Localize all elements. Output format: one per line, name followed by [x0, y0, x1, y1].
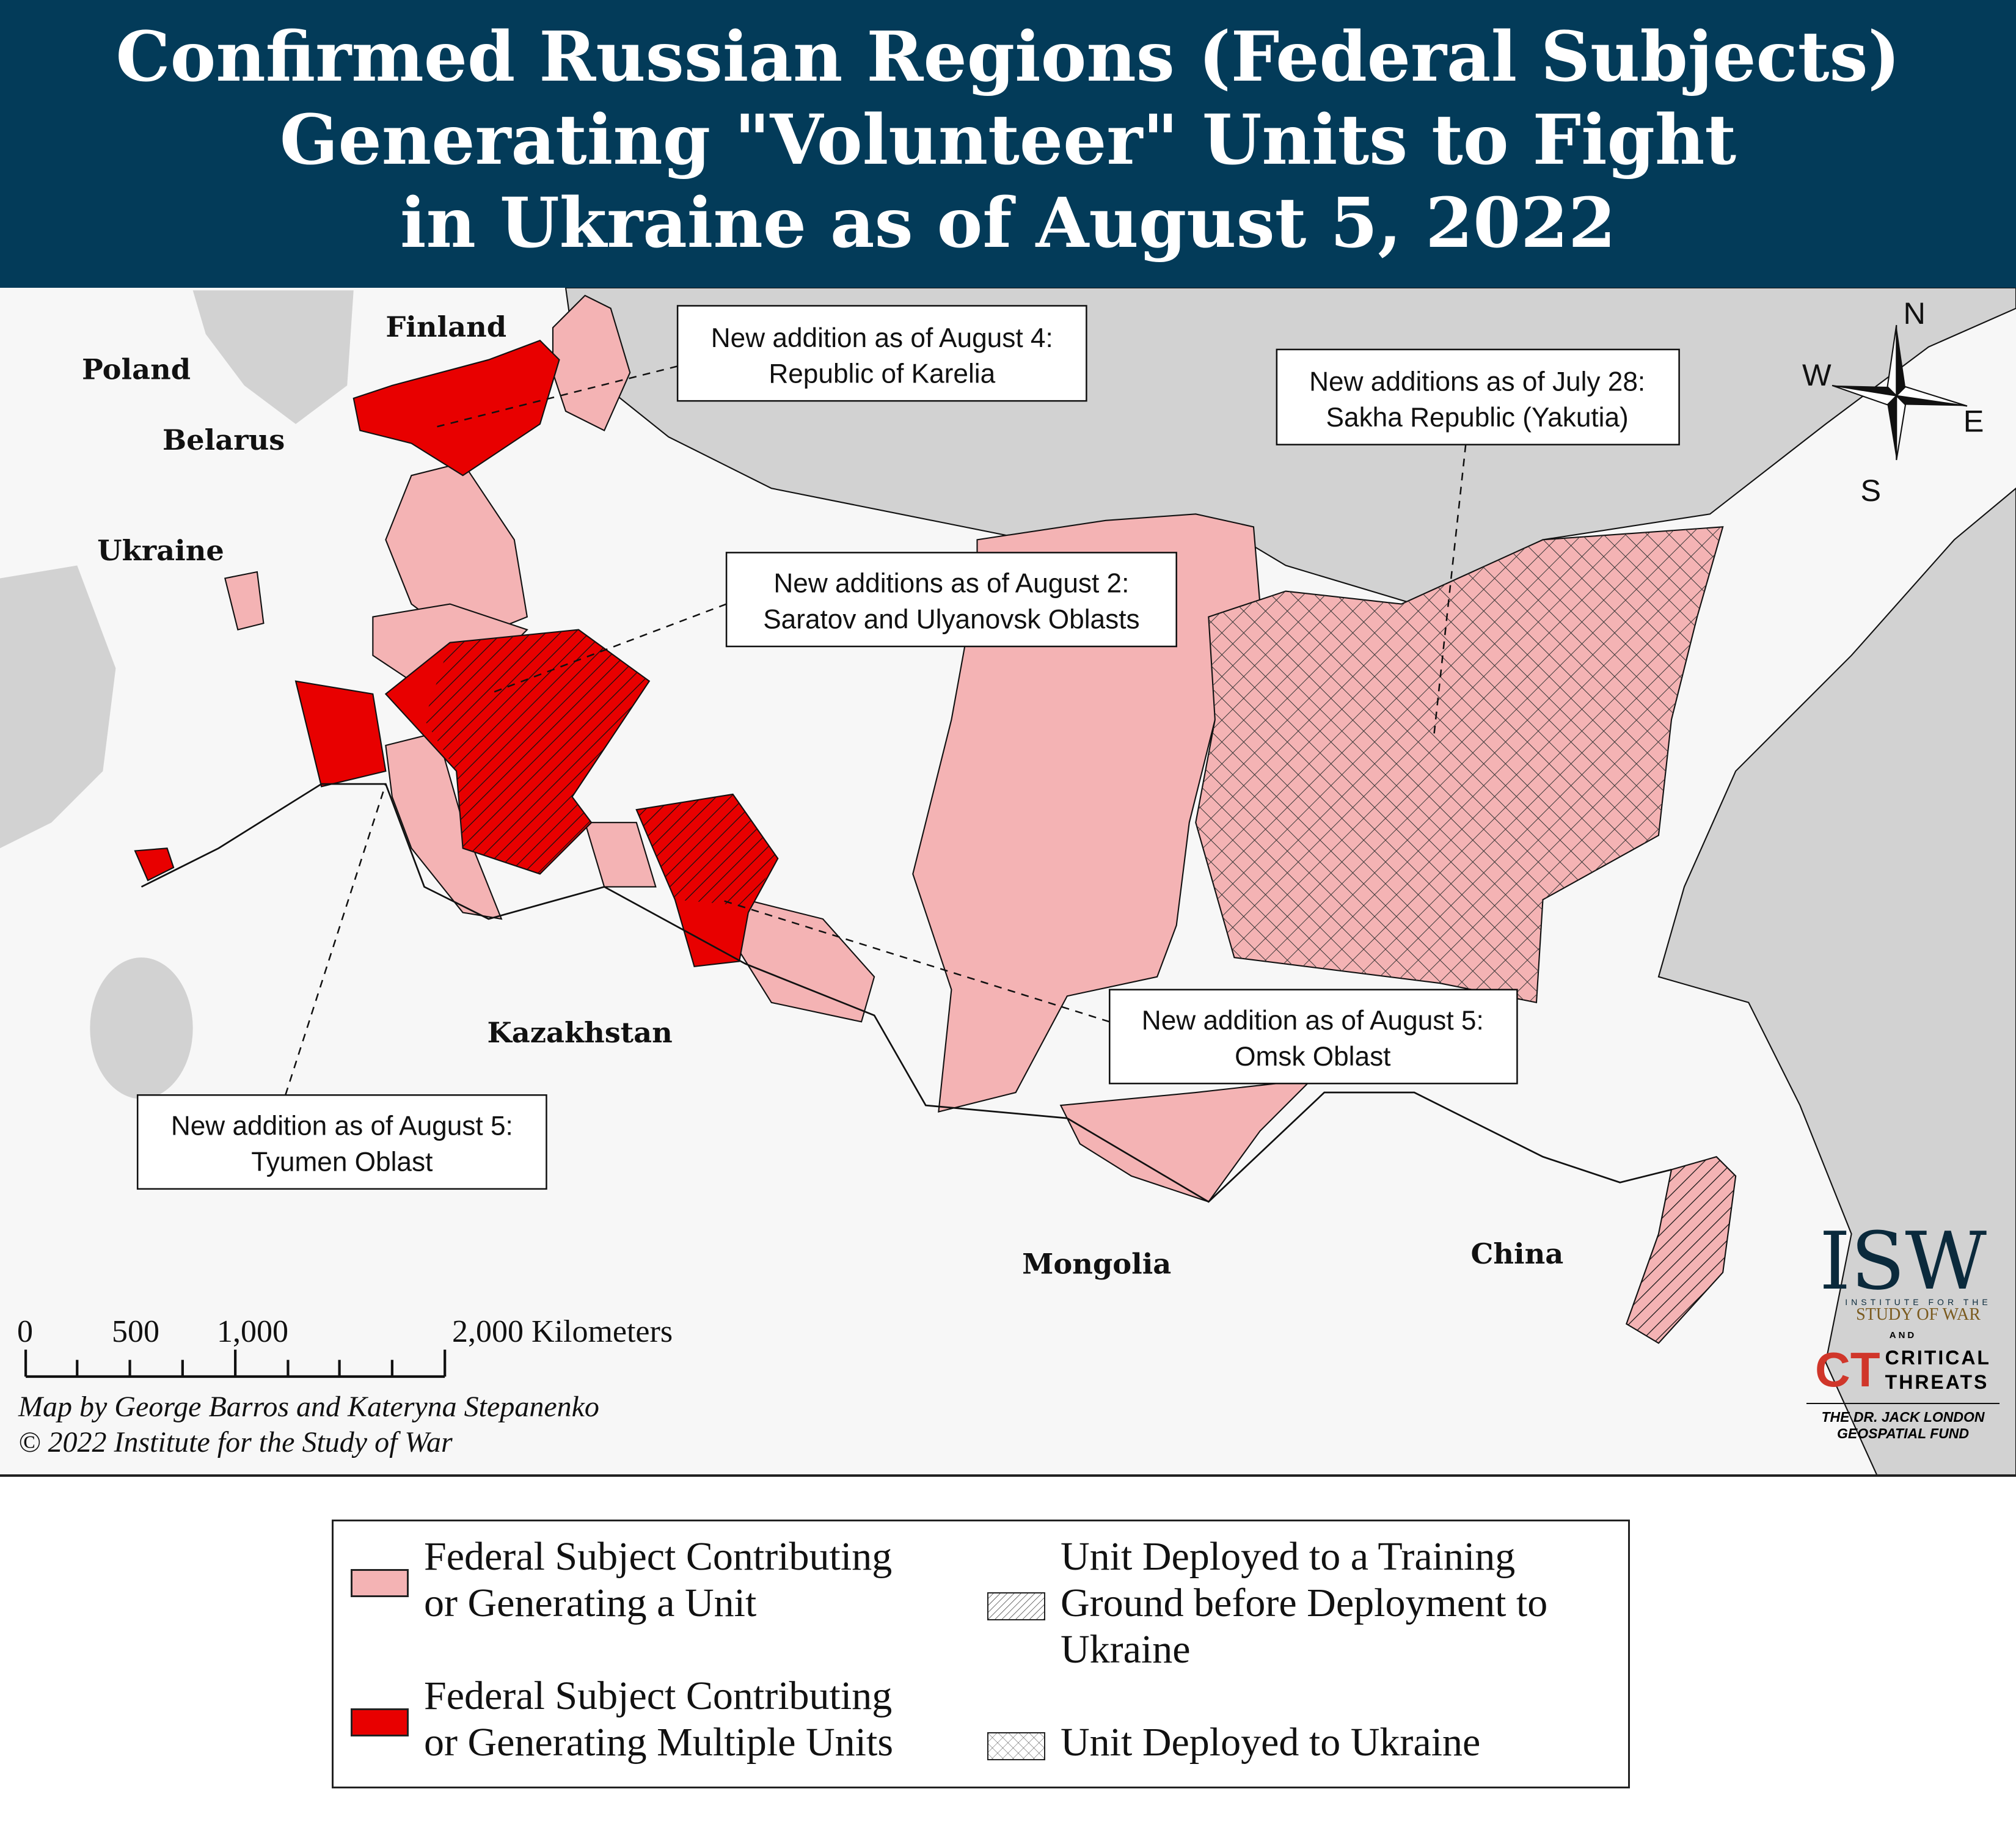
title-line-1: Confirmed Russian Regions (Federal Subje…	[115, 17, 1901, 97]
callout-omsk: New addition as of August 5: Omsk Oblast	[1109, 989, 1518, 1085]
label-finland: Finland	[385, 310, 506, 343]
fund-line1: THE DR. JACK LONDON	[1821, 1409, 1985, 1425]
svg-text:New addition as of August 4:: New addition as of August 4:	[711, 323, 1053, 353]
leader-line-tyumen	[285, 783, 387, 1096]
region-south-volga	[385, 731, 503, 920]
svg-text:New addition as of August 5:: New addition as of August 5:	[1142, 1006, 1484, 1036]
legend-swatch-cross-hatch	[987, 1732, 1045, 1760]
russia-map: Finland Poland Belarus Ukraine Kazakhsta…	[0, 288, 2016, 1476]
legend-item-training-ground: Unit Deployed to a Training Ground before…	[1061, 1534, 1548, 1672]
scale-label-2000: 2,000 Kilometers	[452, 1314, 673, 1349]
caspian-sea	[90, 957, 193, 1099]
callout-karelia: New addition as of August 4: Republic of…	[676, 305, 1087, 402]
legend-swatch-pink	[351, 1569, 409, 1597]
compass-n: N	[1903, 296, 1925, 331]
region-caucasus	[134, 847, 175, 882]
label-belarus: Belarus	[163, 423, 285, 456]
callout-saratov-ulyanovsk: New additions as of August 2: Saratov an…	[725, 552, 1177, 648]
title-line-2: Generating "Volunteer" Units to Fight	[279, 100, 1737, 180]
label-china: China	[1471, 1237, 1564, 1270]
isw-sub2: STUDY OF WAR	[1856, 1305, 1981, 1324]
region-west-pink	[224, 571, 265, 631]
map-bottom-border	[0, 1474, 2016, 1477]
region-volga-hatch	[424, 629, 649, 874]
compass-rose-icon: N S E W	[1802, 296, 1984, 508]
label-mongolia: Mongolia	[1022, 1248, 1171, 1281]
russia-southern-border	[141, 783, 1672, 1203]
scale-label-0: 0	[17, 1314, 33, 1349]
region-voronezh-area	[294, 680, 387, 788]
svg-text:Sakha Republic (Yakutia): Sakha Republic (Yakutia)	[1326, 403, 1629, 433]
compass-w: W	[1802, 357, 1832, 392]
ct-mark: CT	[1815, 1342, 1880, 1397]
callout-tyumen: New addition as of August 5: Tyumen Obla…	[136, 1094, 547, 1190]
legend-item-single-unit: Federal Subject Contributing or Generatin…	[424, 1534, 893, 1625]
svg-text:Republic of Karelia: Republic of Karelia	[769, 359, 995, 389]
leader-line-sakha	[1433, 444, 1467, 739]
svg-text:Saratov and Ulyanovsk Oblasts: Saratov and Ulyanovsk Oblasts	[763, 605, 1139, 635]
svg-text:New addition as of August 5:: New addition as of August 5:	[171, 1111, 513, 1141]
region-karelia	[352, 340, 560, 477]
legend-item-deployed: Unit Deployed to Ukraine	[1061, 1720, 1481, 1765]
scale-label-1000: 1,000	[217, 1314, 288, 1349]
region-primorye-hatch	[1626, 1157, 1736, 1344]
map-title-banner: Confirmed Russian Regions (Federal Subje…	[0, 0, 2016, 288]
label-poland: Poland	[82, 353, 191, 386]
region-krasnoyarsk	[912, 513, 1261, 1113]
region-sakha-hatch	[1196, 527, 1723, 1003]
region-ural-area	[584, 822, 657, 888]
legend-swatch-diagonal-hatch	[987, 1592, 1045, 1620]
isw-ct-logo: ISW INSTITUTE FOR THE STUDY OF WAR AND C…	[1799, 1215, 2007, 1469]
region-irkutsk-area	[1059, 1078, 1313, 1203]
fund-line2: GEOSPATIAL FUND	[1837, 1425, 1969, 1441]
baltic-sea	[192, 290, 354, 425]
legend-swatch-red	[351, 1708, 409, 1736]
svg-text:New additions as of August 2:: New additions as of August 2:	[773, 569, 1129, 599]
scale-bar	[24, 1349, 447, 1378]
title-line-3: in Ukraine as of August 5, 2022	[400, 183, 1616, 263]
map-credit: Map by George Barros and Kateryna Stepan…	[18, 1391, 599, 1423]
ct-line1: CRITICAL	[1885, 1347, 1991, 1369]
svg-text:Tyumen Oblast: Tyumen Oblast	[251, 1147, 433, 1177]
svg-text:New additions as of July 28:: New additions as of July 28:	[1309, 367, 1645, 397]
compass-s: S	[1860, 473, 1881, 508]
leader-line-omsk	[720, 899, 1110, 1023]
black-sea	[0, 565, 116, 849]
kola-peninsula	[552, 295, 631, 431]
ct-line2: THREATS	[1885, 1371, 1989, 1393]
and-label: AND	[1889, 1330, 1917, 1341]
legend-item-multiple-units: Federal Subject Contributing or Generatin…	[424, 1674, 894, 1765]
legend: Federal Subject Contributing or Generatin…	[332, 1520, 1630, 1788]
callout-sakha: New additions as of July 28: Sakha Repub…	[1276, 348, 1680, 445]
compass-e: E	[1963, 404, 1984, 439]
scale-label-500: 500	[112, 1314, 159, 1349]
pacific-ocean	[1657, 487, 2016, 1476]
region-omsk-hatch	[636, 794, 778, 906]
label-kazakhstan: Kazakhstan	[488, 1016, 673, 1049]
isw-sub1: INSTITUTE FOR THE	[1845, 1297, 1992, 1307]
copyright: © 2022 Institute for the Study of War	[18, 1426, 453, 1458]
svg-text:Omsk Oblast: Omsk Oblast	[1235, 1042, 1390, 1072]
isw-wordmark: ISW	[1819, 1215, 1987, 1308]
label-ukraine: Ukraine	[97, 534, 224, 567]
